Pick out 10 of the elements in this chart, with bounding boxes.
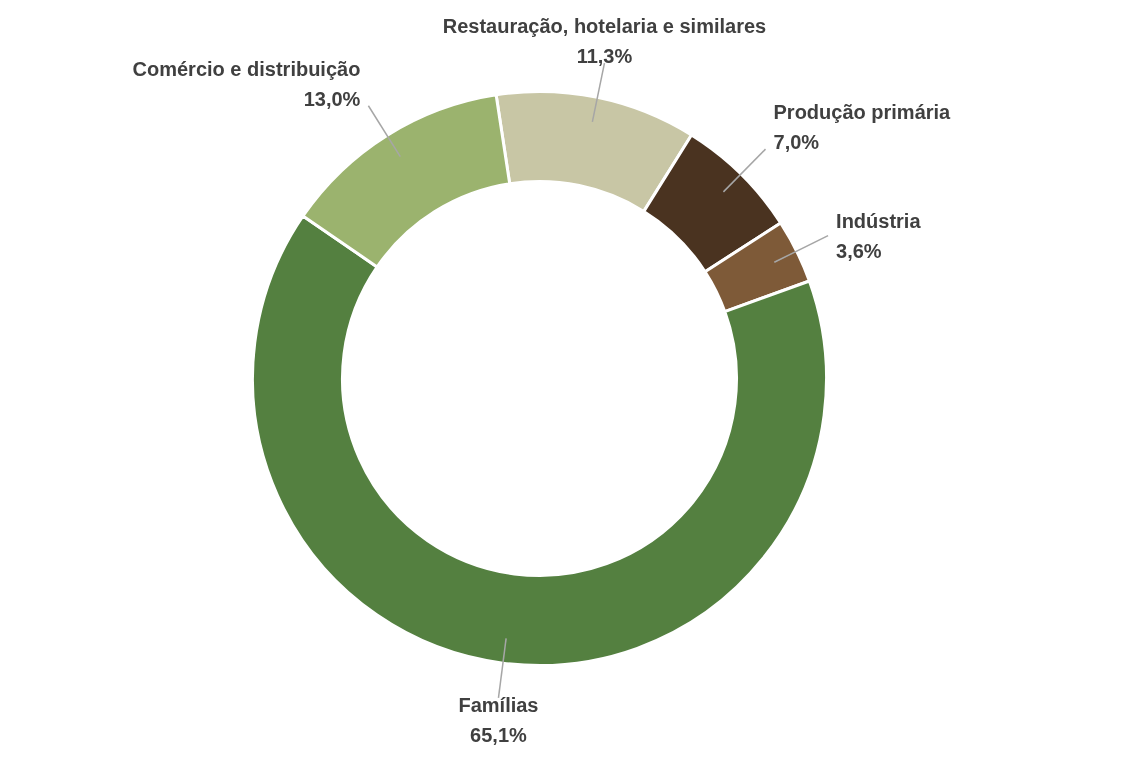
slice-label: Indústria: [836, 209, 922, 232]
slice-label: Comércio e distribuição: [132, 57, 361, 80]
data-label: 3,6%: [836, 239, 882, 262]
data-label: 65,1%: [470, 723, 528, 746]
slice-label: Produção primária: [773, 101, 952, 124]
data-label: 11,3%: [576, 45, 633, 68]
data-label: 7,0%: [773, 131, 820, 154]
data-label: 13,0%: [303, 87, 361, 110]
slice-label: Famílias: [458, 693, 539, 716]
slice-label: Restauração, hotelaria e similares: [442, 15, 767, 38]
